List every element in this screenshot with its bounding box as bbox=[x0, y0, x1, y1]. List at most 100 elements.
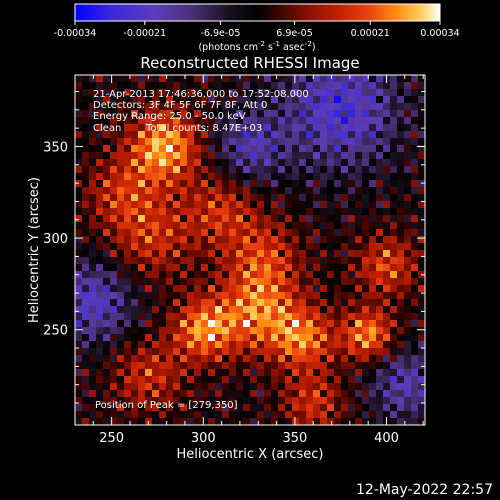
heatmap-cell bbox=[334, 257, 342, 265]
heatmap-cell bbox=[341, 362, 349, 370]
heatmap-cell bbox=[89, 117, 97, 125]
heatmap-cell bbox=[320, 383, 328, 391]
heatmap-cell bbox=[187, 306, 195, 314]
heatmap-cell bbox=[292, 292, 300, 300]
heatmap-cell bbox=[278, 418, 286, 425]
heatmap-cell bbox=[243, 278, 251, 286]
heatmap-cell bbox=[264, 257, 272, 265]
heatmap-cell bbox=[173, 138, 181, 146]
heatmap-cell bbox=[96, 306, 104, 314]
heatmap-cell bbox=[376, 411, 384, 419]
heatmap-cell bbox=[103, 110, 111, 118]
heatmap-cell bbox=[124, 103, 132, 111]
heatmap-cell bbox=[187, 327, 195, 335]
heatmap-cell bbox=[215, 96, 223, 104]
heatmap-cell bbox=[75, 208, 83, 216]
heatmap-cell bbox=[250, 180, 258, 188]
heatmap-cell bbox=[152, 306, 160, 314]
heatmap-cell bbox=[82, 110, 90, 118]
heatmap-cell bbox=[327, 236, 335, 244]
heatmap-cell bbox=[404, 103, 412, 111]
heatmap-cell bbox=[110, 411, 118, 419]
heatmap-cell bbox=[124, 89, 132, 97]
heatmap-cell bbox=[313, 110, 321, 118]
heatmap-cell bbox=[124, 117, 132, 125]
heatmap-cell bbox=[404, 341, 412, 349]
heatmap-cell bbox=[110, 131, 118, 139]
heatmap-cell bbox=[257, 208, 265, 216]
heatmap-cell bbox=[250, 418, 258, 425]
heatmap-cell bbox=[131, 278, 139, 286]
heatmap-cell bbox=[75, 194, 83, 202]
heatmap-cell bbox=[257, 397, 265, 405]
heatmap-cell bbox=[271, 264, 279, 272]
heatmap-cell bbox=[334, 180, 342, 188]
heatmap-cell bbox=[306, 194, 314, 202]
heatmap-cell bbox=[334, 348, 342, 356]
heatmap-cell bbox=[103, 103, 111, 111]
heatmap-cell bbox=[355, 306, 363, 314]
heatmap-cell bbox=[271, 362, 279, 370]
heatmap-cell bbox=[264, 110, 272, 118]
heatmap-cell bbox=[285, 418, 293, 425]
heatmap-cell bbox=[292, 124, 300, 132]
colorbar-bar bbox=[75, 4, 440, 21]
heatmap-cell bbox=[404, 152, 412, 160]
heatmap-cell bbox=[306, 320, 314, 328]
heatmap-cell bbox=[348, 250, 356, 258]
heatmap-cell bbox=[285, 180, 293, 188]
heatmap-cell bbox=[369, 348, 377, 356]
heatmap-cell bbox=[257, 201, 265, 209]
heatmap-cell bbox=[89, 320, 97, 328]
heatmap-cell bbox=[411, 411, 419, 419]
heatmap-cell bbox=[383, 138, 391, 146]
heatmap-cell bbox=[327, 369, 335, 377]
heatmap-cell bbox=[110, 208, 118, 216]
heatmap-cell bbox=[292, 180, 300, 188]
heatmap-cell bbox=[299, 103, 307, 111]
heatmap-cell bbox=[229, 89, 237, 97]
heatmap-cell bbox=[390, 215, 398, 223]
heatmap-cell bbox=[222, 117, 230, 125]
heatmap-cell bbox=[264, 208, 272, 216]
heatmap-cell bbox=[229, 180, 237, 188]
heatmap-cell bbox=[222, 369, 230, 377]
heatmap-cell bbox=[173, 75, 181, 83]
heatmap-cell bbox=[390, 96, 398, 104]
heatmap-cell bbox=[250, 75, 258, 83]
heatmap-cell bbox=[306, 215, 314, 223]
heatmap-cell bbox=[152, 397, 160, 405]
heatmap-cell bbox=[208, 355, 216, 363]
heatmap-cell bbox=[236, 138, 244, 146]
heatmap-cell bbox=[278, 124, 286, 132]
heatmap-cell bbox=[166, 320, 174, 328]
heatmap-cell bbox=[194, 138, 202, 146]
heatmap-cell bbox=[96, 75, 104, 83]
heatmap-cell bbox=[250, 355, 258, 363]
heatmap-cell bbox=[348, 208, 356, 216]
heatmap-cell bbox=[159, 390, 167, 398]
heatmap-cell bbox=[292, 250, 300, 258]
heatmap-cell bbox=[159, 180, 167, 188]
heatmap-cell bbox=[124, 152, 132, 160]
heatmap-cell bbox=[138, 313, 146, 321]
heatmap-cell bbox=[89, 201, 97, 209]
heatmap-cell bbox=[96, 215, 104, 223]
heatmap-cell bbox=[250, 376, 258, 384]
heatmap-cell bbox=[236, 383, 244, 391]
heatmap-cell bbox=[201, 271, 209, 279]
heatmap-cell bbox=[173, 103, 181, 111]
heatmap-cell bbox=[348, 117, 356, 125]
heatmap-cell bbox=[376, 278, 384, 286]
heatmap-cell bbox=[271, 383, 279, 391]
heatmap-cell bbox=[257, 390, 265, 398]
heatmap-cell bbox=[271, 278, 279, 286]
heatmap-cell bbox=[355, 124, 363, 132]
heatmap-cell bbox=[383, 82, 391, 90]
annotation-time-range: 21-Apr-2013 17:46:36.000 to 17:52:08.000 bbox=[93, 89, 309, 100]
heatmap-cell bbox=[103, 418, 111, 425]
heatmap-cell bbox=[257, 180, 265, 188]
heatmap-cell bbox=[243, 208, 251, 216]
heatmap-cell bbox=[264, 117, 272, 125]
heatmap-cell bbox=[327, 152, 335, 160]
